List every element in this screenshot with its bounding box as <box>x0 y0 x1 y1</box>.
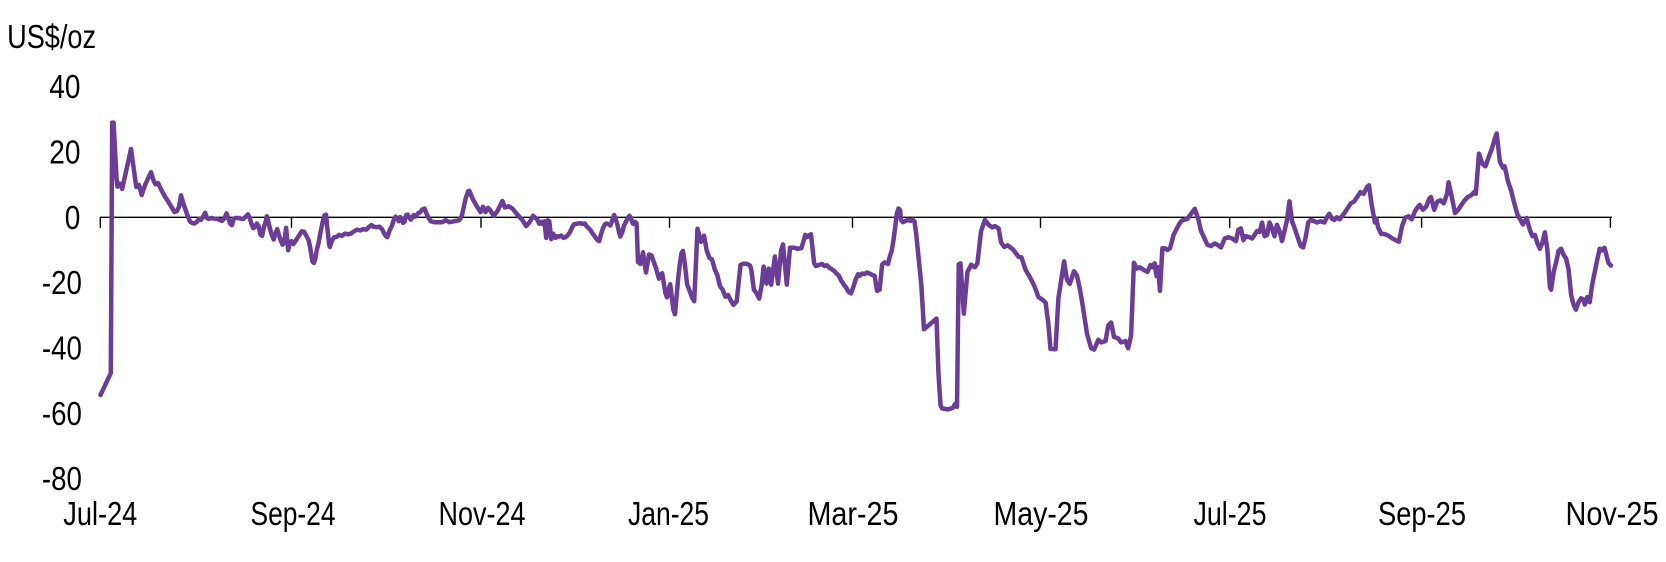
svg-text:0: 0 <box>65 199 81 236</box>
svg-text:Sep-25: Sep-25 <box>1378 495 1466 532</box>
svg-text:Jul-25: Jul-25 <box>1194 495 1267 532</box>
svg-text:May-25: May-25 <box>994 495 1089 532</box>
svg-text:Mar-25: Mar-25 <box>808 495 899 532</box>
svg-text:Jul-24: Jul-24 <box>63 495 137 532</box>
svg-text:Nov-25: Nov-25 <box>1566 495 1659 532</box>
svg-text:US$/oz: US$/oz <box>7 18 96 55</box>
svg-text:Sep-24: Sep-24 <box>251 495 336 532</box>
svg-text:-60: -60 <box>42 395 82 432</box>
svg-text:-20: -20 <box>42 264 82 301</box>
svg-text:-80: -80 <box>42 460 82 497</box>
svg-text:-40: -40 <box>42 330 82 367</box>
svg-text:20: 20 <box>49 134 80 171</box>
svg-text:Nov-24: Nov-24 <box>439 495 526 532</box>
svg-text:40: 40 <box>49 68 80 105</box>
svg-text:Jan-25: Jan-25 <box>628 495 709 532</box>
